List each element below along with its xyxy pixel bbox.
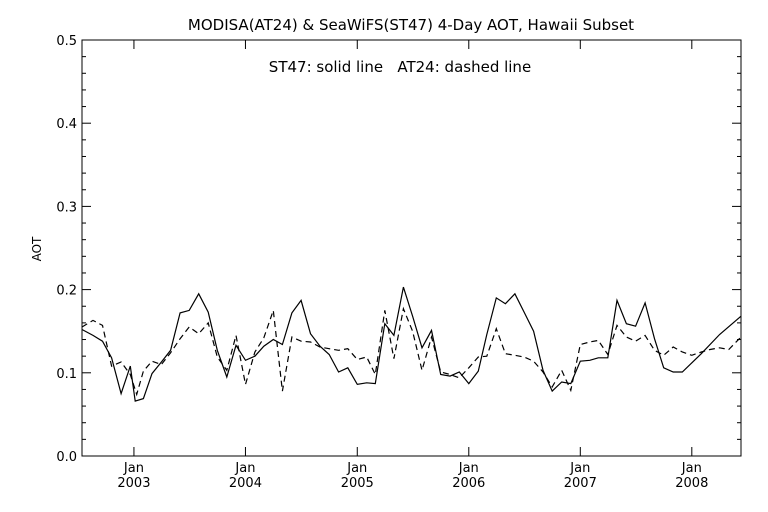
x-tick-year-label: 2004 [229,476,262,491]
x-tick-year-label: 2007 [564,476,597,491]
series-lines [81,286,742,402]
x-tick-year-label: 2005 [341,476,374,491]
x-tick-month-label: Jan [123,461,144,476]
x-tick-month-label: Jan [681,461,702,476]
y-tick-label: 0.4 [56,117,77,132]
chart-title: MODISA(AT24) & SeaWiFS(ST47) 4-Day AOT, … [188,16,634,34]
axes: 0.00.10.20.30.40.5Jan2003Jan2004Jan2005J… [56,34,741,491]
x-tick-year-label: 2003 [117,476,150,491]
x-tick-year-label: 2008 [675,476,708,491]
y-tick-label: 0.2 [56,284,77,299]
y-tick-label: 0.0 [56,450,77,465]
y-axis-label: AOT [30,236,44,261]
series-line-at24 [81,306,742,397]
chart-annotation: ST47: solid line AT24: dashed line [269,58,531,76]
series-line-st47 [81,286,742,402]
x-tick-year-label: 2006 [452,476,485,491]
plot-frame [81,39,742,457]
y-tick-label: 0.3 [56,200,77,215]
y-tick-label: 0.5 [56,34,77,49]
x-tick-month-label: Jan [569,461,590,476]
x-tick-month-label: Jan [346,461,367,476]
x-tick-month-label: Jan [234,461,255,476]
x-tick-month-label: Jan [458,461,479,476]
y-tick-label: 0.1 [56,367,77,382]
